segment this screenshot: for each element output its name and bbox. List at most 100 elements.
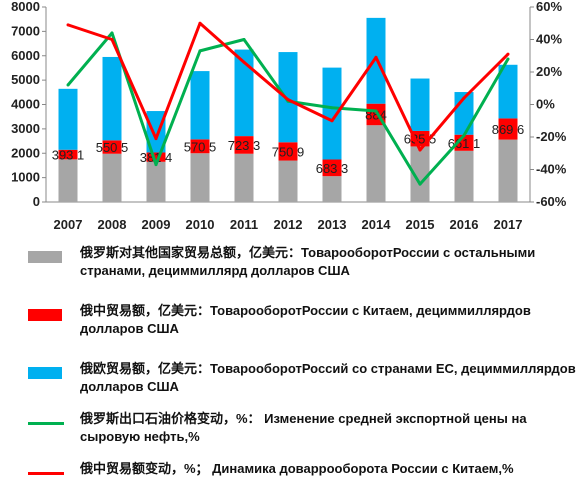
line-china-dynamics-point — [506, 52, 510, 56]
left-tick-label: 8000 — [11, 0, 40, 14]
right-tick-label: 40% — [536, 32, 562, 47]
bar-eu-trade — [322, 67, 342, 160]
right-tick-label: 20% — [536, 64, 562, 79]
data-label-china-trade: 683 3 — [316, 161, 349, 176]
right-tick-label: 0% — [536, 97, 555, 112]
bar-eu-trade — [102, 56, 122, 141]
legend-item-eu-trade: 俄欧贸易额，亿美元：ТоварооборотРоссий со странами… — [28, 360, 582, 410]
line-china-dynamics-point — [66, 23, 70, 27]
bar-other-trade — [58, 159, 78, 202]
line-china-dynamics-point — [242, 60, 246, 64]
bar-eu-trade — [58, 88, 78, 150]
line-oil-price-point — [198, 49, 202, 53]
legend-label-china-trade: 俄中贸易额，亿美元：ТоварооборотРоссии с Китаем, д… — [80, 303, 531, 336]
bar-other-trade — [190, 153, 210, 202]
left-tick-label: 2000 — [11, 145, 40, 160]
data-label-china-trade: 550 5 — [96, 140, 129, 155]
line-oil-price-point — [418, 182, 422, 186]
x-tick-label: 2011 — [230, 217, 258, 232]
bar-other-trade — [454, 150, 474, 202]
line-oil-price-point — [66, 83, 70, 87]
bar-china-trade — [58, 149, 78, 160]
bar-china-trade — [322, 159, 342, 177]
left-tick-label: 1000 — [11, 170, 40, 185]
data-label-china-trade: 570 5 — [184, 139, 217, 154]
bar-other-trade — [102, 153, 122, 202]
bar-china-trade — [102, 140, 122, 154]
legend-swatch-red — [28, 309, 62, 321]
line-oil-price-point — [506, 57, 510, 61]
left-tick-label: 0 — [33, 194, 40, 209]
line-china-dynamics-point — [110, 38, 114, 41]
bar-china-trade — [146, 152, 166, 162]
line-china-dynamics-point — [462, 96, 466, 100]
x-tick-label: 2012 — [274, 217, 303, 232]
line-china-dynamics-point — [374, 55, 378, 59]
line-oil-price-point — [242, 38, 246, 41]
legend-item-china-trade: 俄中贸易额，亿美元：ТоварооборотРоссии с Китаем, д… — [28, 302, 582, 360]
line-china-dynamics-point — [418, 148, 422, 152]
right-tick-label: -20% — [536, 129, 567, 144]
bar-china-trade — [190, 139, 210, 154]
bar-china-trade — [278, 142, 298, 161]
x-tick-label: 2016 — [450, 217, 479, 232]
x-tick-label: 2009 — [142, 217, 171, 232]
legend-label-oil-price: 俄罗斯出口石油价格变动，%： Изменение средней экспорт… — [80, 411, 527, 444]
chart-area: 0 1000 2000 3000 4000 5000 6000 7000 8000 -60% -40… — [11, 0, 567, 232]
line-china-dynamics-point — [198, 21, 202, 25]
right-tick-label: -40% — [536, 162, 567, 177]
bar-other-trade — [498, 139, 518, 202]
legend-label-other-trade: 俄罗斯对其他国家贸易总额，亿美元：ТоварооборотРоссии с ос… — [80, 245, 536, 278]
left-tick-label: 4000 — [11, 97, 40, 112]
left-tick-label: 7000 — [11, 23, 40, 38]
bar-other-trade — [146, 161, 166, 202]
bar-china-trade — [234, 136, 254, 154]
x-tick-label: 2010 — [186, 217, 215, 232]
legend-item-oil-price: 俄罗斯出口石油价格变动，%： Изменение средней экспорт… — [28, 410, 582, 460]
right-tick-label: -60% — [536, 194, 567, 209]
bar-eu-trade — [278, 52, 298, 143]
legend-label-china-dynamics: 俄中贸易额变动，%； Динамика доваррооборота Росси… — [80, 461, 514, 476]
line-oil-price-point — [330, 106, 334, 110]
x-tick-label: 2013 — [318, 217, 347, 232]
right-tick-label: 60% — [536, 0, 562, 14]
line-china-dynamics-point — [154, 137, 158, 141]
legend-swatch-gray — [28, 251, 62, 263]
data-label-china-trade: 661 1 — [448, 136, 481, 151]
legend-item-other-trade: 俄罗斯对其他国家贸易总额，亿美元：ТоварооборотРоссии с ос… — [28, 244, 582, 302]
legend-swatch-red-line — [28, 472, 64, 475]
bar-eu-trade — [498, 64, 518, 119]
bar-eu-trade — [234, 49, 254, 137]
data-label-china-trade: 381 4 — [140, 150, 173, 165]
data-label-china-trade: 393 1 — [52, 148, 85, 163]
bar-other-trade — [278, 160, 298, 202]
legend-label-eu-trade: 俄欧贸易额，亿美元：ТоварооборотРоссий со странами… — [80, 361, 576, 394]
x-tick-label: 2007 — [54, 217, 83, 232]
left-tick-label: 3000 — [11, 121, 40, 136]
left-tick-label: 5000 — [11, 72, 40, 87]
bar-other-trade — [322, 176, 342, 202]
data-label-china-trade: 750 9 — [272, 144, 305, 159]
legend-item-china-dynamics: 俄中贸易额变动，%； Динамика доваррооборота Росси… — [28, 460, 582, 482]
bar-other-trade — [410, 146, 430, 202]
x-tick-label: 2017 — [494, 217, 523, 232]
line-oil-price-point — [110, 31, 114, 35]
legend-swatch-blue — [28, 367, 62, 379]
line-china-dynamics-point — [286, 98, 290, 102]
line-oil-price-point — [462, 133, 466, 137]
x-tick-label: 2014 — [362, 217, 392, 232]
line-china-dynamics-point — [330, 119, 334, 123]
bar-eu-trade — [146, 111, 166, 153]
bar-other-trade — [366, 125, 386, 202]
bar-other-trade — [234, 153, 254, 202]
legend: 俄罗斯对其他国家贸易总额，亿美元：ТоварооборотРоссии с ос… — [28, 244, 582, 482]
bar-eu-trade — [410, 78, 430, 131]
legend-swatch-green-line — [28, 422, 64, 425]
bar-china-trade — [498, 118, 518, 140]
bar-eu-trade — [190, 71, 210, 140]
x-tick-label: 2015 — [406, 217, 435, 232]
x-tick-label: 2008 — [98, 217, 127, 232]
data-label-china-trade: 869 6 — [492, 122, 525, 137]
left-tick-label: 6000 — [11, 48, 40, 63]
data-label-china-trade: 723 3 — [228, 138, 261, 153]
